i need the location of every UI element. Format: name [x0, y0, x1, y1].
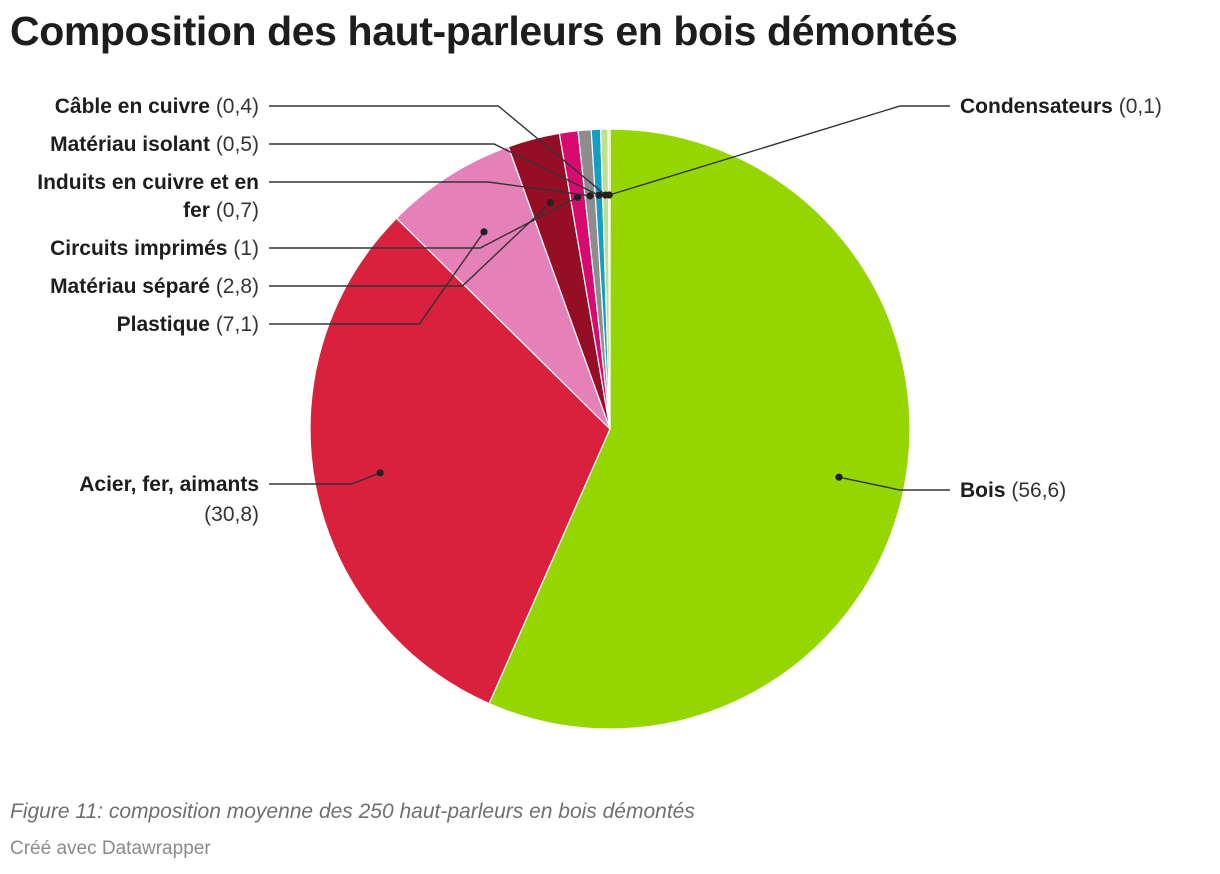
leader-line-materiau-isolant	[269, 143, 600, 196]
figure-caption: Figure 11: composition moyenne des 250 h…	[10, 800, 695, 823]
label-cable-en-cuivre: Câble en cuivre (0,4)	[55, 95, 259, 118]
leader-dot-condensateurs	[605, 191, 613, 199]
slice-acier-fer-aimants	[309, 217, 611, 705]
leader-dot-plastique	[480, 228, 488, 236]
leader-lines	[269, 105, 950, 491]
leader-line-plastique	[269, 231, 485, 325]
leader-dot-bois	[835, 473, 843, 481]
label-induits-en-cuivre-et-en-fer: Induits en cuivre et en fer (0,7)	[37, 171, 259, 222]
pie-slices	[309, 128, 911, 730]
slice-labels: Bois (56,6) Acier, fer, aimants (30,8) Plas…	[37, 95, 1162, 526]
chart-title: Composition des haut-parleurs en bois dé…	[10, 8, 958, 54]
label-bois: Bois (56,6)	[960, 479, 1066, 502]
label-materiau-separe: Matériau séparé (2,8)	[50, 275, 259, 298]
leader-dot-materiau-isolant	[595, 191, 603, 199]
leader-line-bois	[838, 476, 950, 491]
leader-line-induits-en-cuivre-et-en-fer	[269, 181, 591, 197]
leader-line-cable-en-cuivre	[269, 105, 607, 196]
leader-dot-materiau-separe	[546, 199, 554, 207]
leader-line-circuits-imprimes	[269, 196, 579, 249]
leader-dot-acier-fer-aimants	[376, 469, 384, 477]
label-condensateurs: Condensateurs (0,1)	[960, 95, 1162, 118]
credit-line: Créé avec Datawrapper	[10, 838, 211, 859]
label-plastique: Plastique (7,1)	[117, 313, 259, 336]
label-materiau-isolant: Matériau isolant (0,5)	[50, 133, 259, 156]
leader-line-acier-fer-aimants	[269, 472, 381, 485]
leader-dot-circuits-imprimes	[574, 193, 582, 201]
label-circuits-imprimes: Circuits imprimés (1)	[50, 237, 259, 260]
slice-condensateurs	[607, 128, 611, 430]
slice-bois	[488, 128, 911, 730]
leader-line-condensateurs	[609, 105, 950, 196]
label-acier-fer-aimants: Acier, fer, aimants (30,8)	[79, 473, 259, 526]
leader-dot-induits-en-cuivre-et-en-fer	[586, 192, 594, 200]
leader-line-materiau-separe	[269, 202, 551, 287]
